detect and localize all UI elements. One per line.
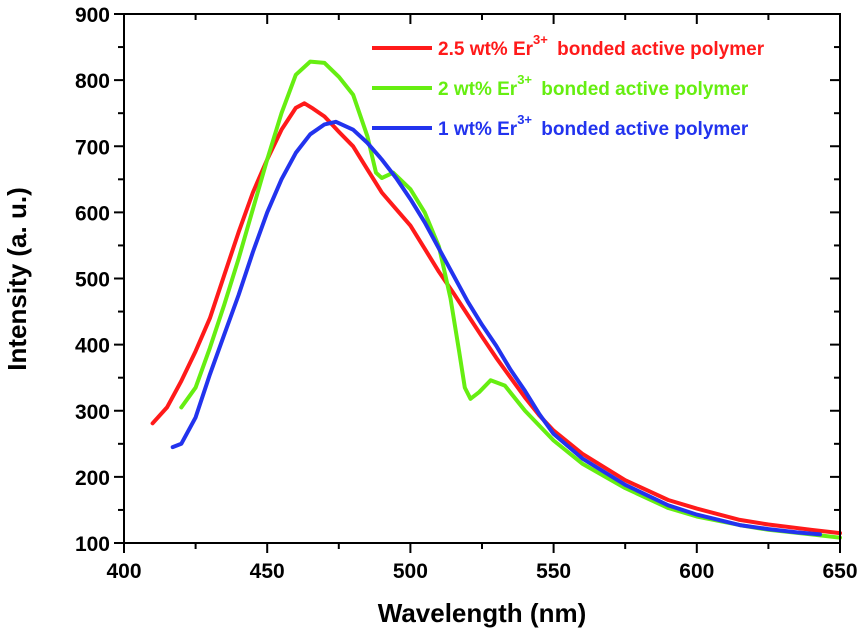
y-axis-ticks: 100 200 300 400 500 600 700 800 900 (75, 4, 840, 556)
y-tick-label: 300 (75, 401, 110, 424)
legend-item-2: 1 wt% Er3+ bonded active polymer (372, 112, 749, 140)
legend: 2.5 wt% Er3+ bonded active polymer 2 wt% … (372, 32, 765, 140)
y-tick-label: 900 (75, 4, 110, 27)
y-axis-title: Intensity (a. u.) (2, 187, 32, 370)
y-tick-label: 800 (75, 70, 110, 93)
x-tick-label: 500 (393, 560, 428, 583)
legend-label: 1 wt% Er3+ bonded active polymer (438, 112, 749, 140)
y-tick-label: 700 (75, 136, 110, 159)
y-tick-label: 400 (75, 335, 110, 358)
y-tick-label: 500 (75, 269, 110, 292)
x-tick-label: 450 (250, 560, 285, 583)
x-axis-title: Wavelength (nm) (378, 598, 586, 628)
x-tick-label: 400 (106, 560, 141, 583)
x-tick-label: 550 (536, 560, 571, 583)
x-tick-label: 650 (822, 560, 857, 583)
y-tick-label: 200 (75, 467, 110, 490)
x-tick-label: 600 (679, 560, 714, 583)
legend-item-0: 2.5 wt% Er3+ bonded active polymer (372, 32, 765, 60)
legend-label: 2.5 wt% Er3+ bonded active polymer (438, 32, 765, 60)
y-tick-label: 600 (75, 202, 110, 225)
series-line-2 (170, 119, 822, 537)
legend-label: 2 wt% Er3+ bonded active polymer (438, 72, 749, 100)
series-line-0 (150, 101, 842, 536)
x-axis-ticks: 400 450 500 550 600 650 (106, 14, 858, 583)
series-layer (150, 59, 842, 540)
y-tick-label: 100 (75, 533, 110, 556)
series-line-1 (179, 59, 842, 540)
legend-item-1: 2 wt% Er3+ bonded active polymer (372, 72, 749, 100)
